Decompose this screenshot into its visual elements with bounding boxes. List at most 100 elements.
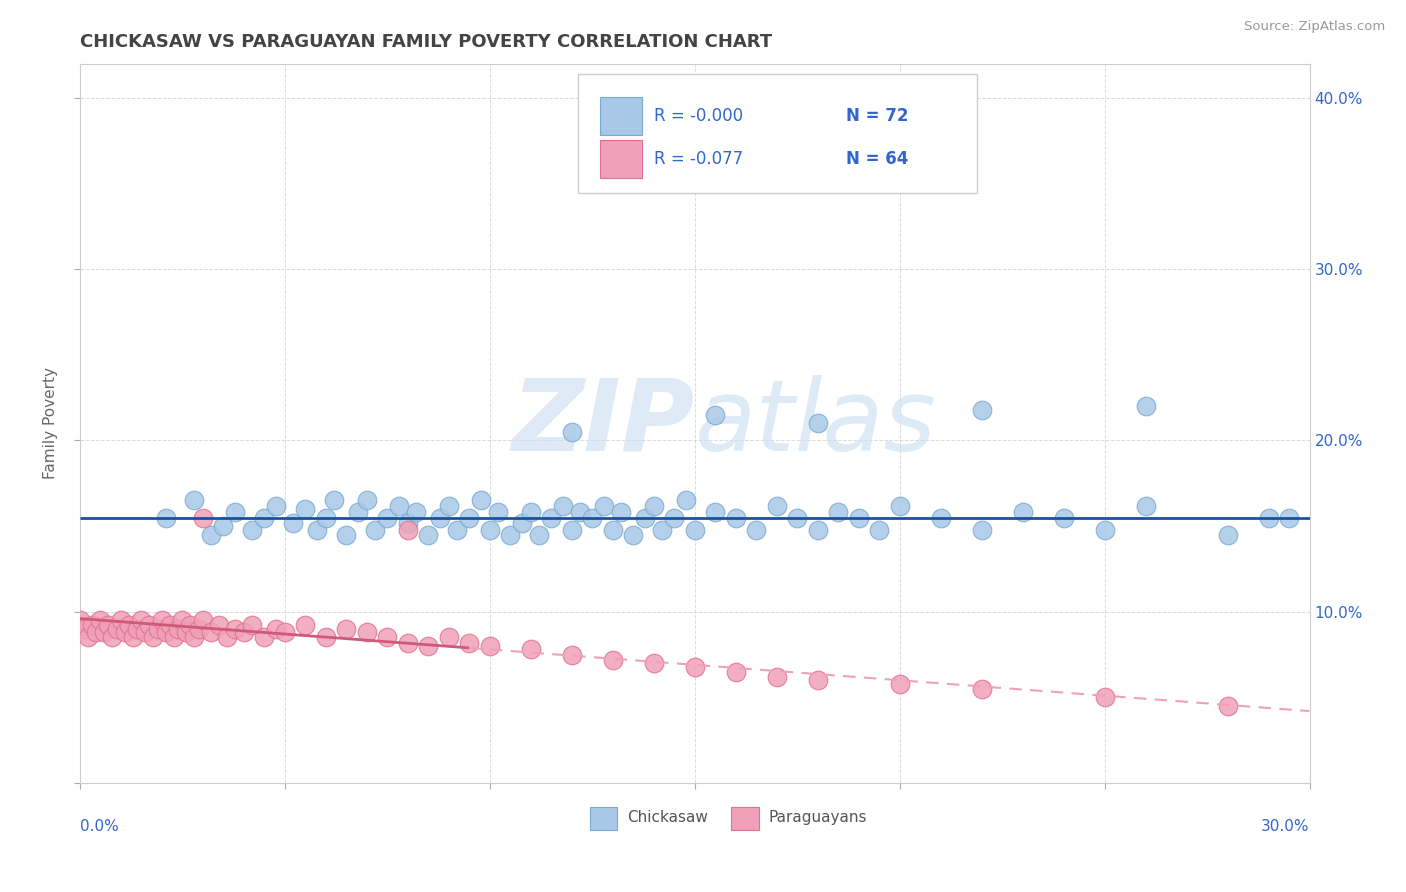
Point (610, 505, 633, 519)
Point (512, 516, 534, 530)
Point (183, 631, 205, 645)
Point (150, 613, 173, 627)
Point (212, 519, 235, 533)
Point (240, 618, 263, 632)
Point (142, 631, 165, 645)
Point (266, 499, 288, 513)
Point (929, 510, 952, 524)
FancyBboxPatch shape (600, 141, 641, 178)
Point (266, 622, 288, 636)
Point (281, 516, 304, 530)
Point (621, 527, 644, 541)
Point (356, 493, 378, 508)
Point (155, 625, 177, 640)
Point (187, 622, 209, 636)
Point (704, 408, 727, 422)
Point (335, 527, 357, 541)
Point (294, 618, 316, 632)
Bar (591, 806, 617, 830)
Point (458, 510, 481, 524)
Point (662, 510, 685, 524)
Point (478, 639, 501, 653)
Point (486, 505, 509, 519)
Point (437, 631, 460, 645)
Point (704, 505, 727, 519)
Text: atlas: atlas (695, 375, 936, 472)
Point (970, 402, 993, 417)
Y-axis label: Family Poverty: Family Poverty (44, 368, 58, 479)
Point (561, 523, 583, 537)
Point (179, 618, 201, 632)
Point (651, 523, 673, 537)
Point (868, 523, 890, 537)
Point (806, 417, 828, 431)
Point (232, 625, 254, 640)
Point (1257, 510, 1279, 524)
Point (405, 505, 427, 519)
Point (322, 493, 344, 508)
Point (294, 502, 316, 516)
Text: Source: ZipAtlas.com: Source: ZipAtlas.com (1244, 20, 1385, 33)
Point (1216, 698, 1239, 713)
Point (69, 613, 91, 627)
Point (375, 510, 398, 524)
Point (129, 613, 152, 627)
Point (458, 635, 481, 649)
Point (200, 527, 222, 541)
Point (375, 631, 398, 645)
Point (970, 681, 993, 696)
Point (593, 499, 616, 513)
Point (208, 618, 231, 632)
Point (561, 648, 583, 662)
Text: 30.0%: 30.0% (1261, 819, 1309, 834)
Point (134, 625, 156, 640)
Point (527, 527, 550, 541)
Point (146, 622, 169, 636)
Point (553, 499, 575, 513)
Point (561, 425, 583, 439)
Point (159, 618, 181, 632)
Point (273, 625, 295, 640)
Point (174, 625, 197, 640)
Point (110, 613, 132, 627)
Point (105, 622, 128, 636)
Point (315, 510, 337, 524)
Point (1135, 499, 1157, 513)
Point (416, 527, 439, 541)
Point (1094, 690, 1116, 705)
Point (889, 676, 911, 690)
Point (765, 670, 787, 684)
Point (683, 523, 706, 537)
Point (155, 510, 177, 524)
Point (97, 618, 120, 632)
Point (396, 635, 419, 649)
Point (806, 673, 828, 688)
Text: Chickasaw: Chickasaw (627, 810, 707, 825)
Point (224, 622, 246, 636)
Point (114, 625, 136, 640)
Point (76, 631, 98, 645)
Point (388, 499, 411, 513)
Point (396, 516, 419, 530)
Point (89, 613, 111, 627)
Text: CHICKASAW VS PARAGUAYAN FAMILY POVERTY CORRELATION CHART: CHICKASAW VS PARAGUAYAN FAMILY POVERTY C… (80, 33, 772, 51)
Point (138, 618, 160, 632)
Point (183, 493, 205, 508)
Point (827, 505, 849, 519)
Text: 0.0%: 0.0% (80, 819, 118, 834)
FancyBboxPatch shape (600, 97, 641, 135)
Point (1052, 510, 1074, 524)
Point (519, 642, 541, 657)
Point (356, 625, 378, 640)
Point (125, 622, 148, 636)
Point (200, 625, 222, 640)
Text: R = -0.077: R = -0.077 (654, 150, 744, 169)
Point (73, 622, 96, 636)
Point (540, 510, 562, 524)
Point (80, 618, 103, 632)
Point (724, 665, 747, 679)
Point (416, 639, 439, 653)
Point (224, 505, 246, 519)
Point (643, 656, 665, 670)
Point (568, 505, 591, 519)
